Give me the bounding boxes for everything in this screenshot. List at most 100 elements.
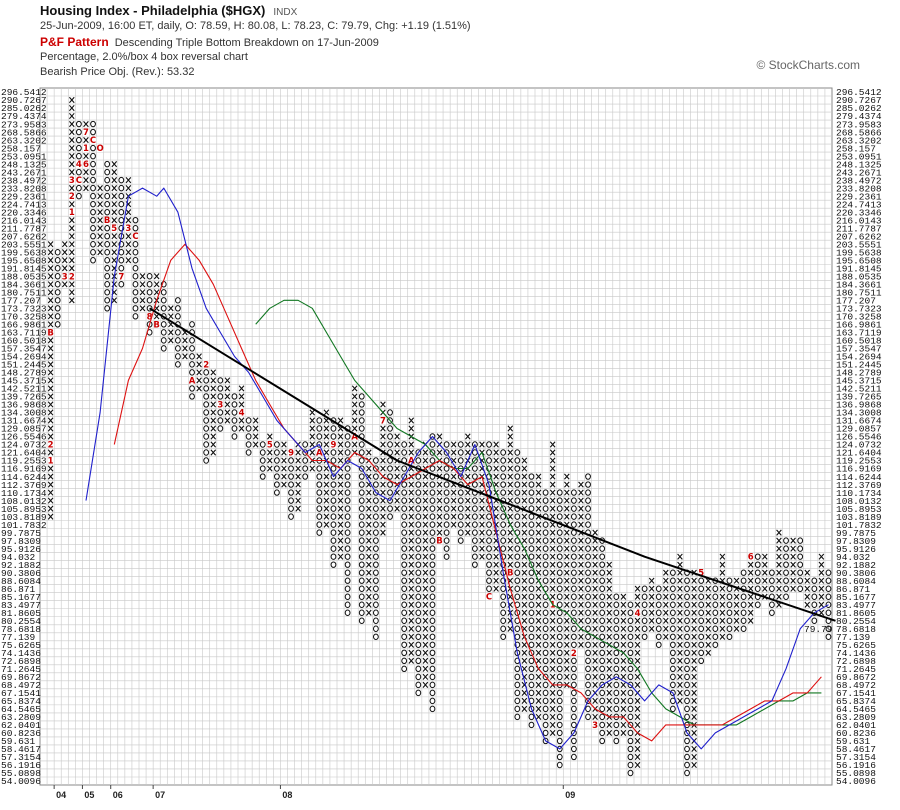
- x-box: [507, 505, 514, 512]
- o-box: [556, 553, 563, 560]
- o-box: [556, 753, 563, 761]
- o-box: [556, 705, 563, 713]
- x-box: [507, 457, 514, 464]
- o-box: [118, 216, 125, 224]
- x-box: [380, 497, 386, 504]
- o-box: [627, 769, 634, 777]
- y-tick-left: 184.3661: [1, 279, 47, 290]
- o-box: [302, 465, 309, 472]
- y-tick-left: 191.8145: [1, 263, 47, 274]
- o-box: [570, 673, 577, 681]
- month-marker: A: [316, 449, 323, 459]
- o-box: [118, 176, 125, 184]
- o-box: [556, 721, 563, 729]
- x-box: [422, 601, 429, 608]
- o-box: [401, 513, 408, 520]
- x-box: [210, 369, 217, 376]
- y-tick-right: 151.2445: [836, 360, 882, 371]
- x-box: [97, 201, 103, 208]
- o-box: [358, 577, 365, 584]
- x-box: [705, 593, 712, 600]
- o-box: [556, 577, 563, 584]
- x-column: [747, 553, 754, 624]
- o-box: [415, 553, 422, 560]
- y-tick-left: 112.3769: [1, 480, 47, 491]
- o-box: [669, 665, 676, 673]
- o-box: [556, 513, 563, 520]
- x-box: [592, 561, 598, 568]
- o-box: [401, 489, 408, 496]
- o-box: [698, 609, 705, 616]
- o-box: [387, 441, 393, 448]
- x-box: [323, 513, 330, 520]
- x-box: [47, 369, 54, 376]
- x-box: [366, 489, 372, 496]
- y-tick-right: 92.1882: [836, 560, 876, 571]
- x-box: [422, 513, 429, 520]
- x-box: [309, 441, 316, 448]
- x-box: [549, 609, 556, 616]
- x-box: [606, 705, 613, 712]
- o-box: [302, 473, 309, 480]
- y-tick-left: 99.7875: [1, 528, 41, 539]
- o-box: [684, 769, 690, 777]
- o-box: [401, 449, 408, 456]
- x-box: [295, 457, 301, 464]
- o-box: [542, 577, 549, 584]
- x-box: [705, 601, 712, 608]
- y-tick-right: 285.0262: [836, 103, 882, 114]
- o-box: [783, 577, 789, 584]
- o-box: [500, 481, 507, 488]
- x-box: [747, 593, 754, 600]
- x-box: [168, 329, 174, 336]
- x-box: [747, 569, 754, 576]
- x-box: [380, 433, 386, 440]
- o-box: [344, 545, 351, 552]
- x-box: [337, 521, 344, 528]
- x-box: [125, 217, 132, 224]
- o-box: [429, 665, 436, 673]
- x-box: [450, 521, 457, 528]
- month-marker-bg: [68, 192, 76, 201]
- o-box: [174, 313, 181, 320]
- x-box: [111, 297, 118, 304]
- stockcharts-watermark: © StockCharts.com: [756, 58, 860, 72]
- x-box: [422, 641, 429, 648]
- x-box: [408, 649, 415, 656]
- o-box: [90, 160, 96, 168]
- o-box: [599, 729, 606, 737]
- x-box: [408, 417, 415, 424]
- x-box: [97, 241, 103, 248]
- y-tick-right: 86.871: [836, 584, 871, 595]
- o-box: [570, 681, 577, 689]
- o-box: [358, 425, 365, 432]
- o-box: [415, 585, 422, 592]
- x-box: [564, 505, 570, 512]
- o-box: [273, 481, 280, 488]
- o-box: [768, 609, 775, 616]
- o-box: [358, 593, 365, 600]
- x-box: [493, 441, 499, 448]
- x-box: [521, 481, 528, 488]
- x-box: [61, 265, 68, 272]
- x-box: [564, 529, 570, 536]
- y-tick-left: 90.3806: [1, 568, 41, 579]
- x-box: [125, 233, 132, 240]
- month-marker: 5: [698, 569, 704, 579]
- x-column: [620, 593, 627, 737]
- x-box: [564, 497, 570, 504]
- o-box: [429, 673, 436, 681]
- o-box: [613, 721, 620, 729]
- moving-average-fast: [85, 187, 829, 750]
- o-box: [217, 377, 224, 384]
- y-axis-right: 296.5412290.7267285.0262279.4374273.9583…: [836, 87, 882, 787]
- x-box: [521, 577, 528, 584]
- x-box: [493, 457, 499, 464]
- x-box: [210, 377, 217, 384]
- x-box: [521, 465, 528, 472]
- o-box: [429, 697, 436, 705]
- month-marker: 2: [48, 441, 54, 451]
- x-box: [691, 745, 697, 753]
- y-tick-left: 160.5018: [1, 336, 47, 347]
- x-box: [450, 505, 457, 512]
